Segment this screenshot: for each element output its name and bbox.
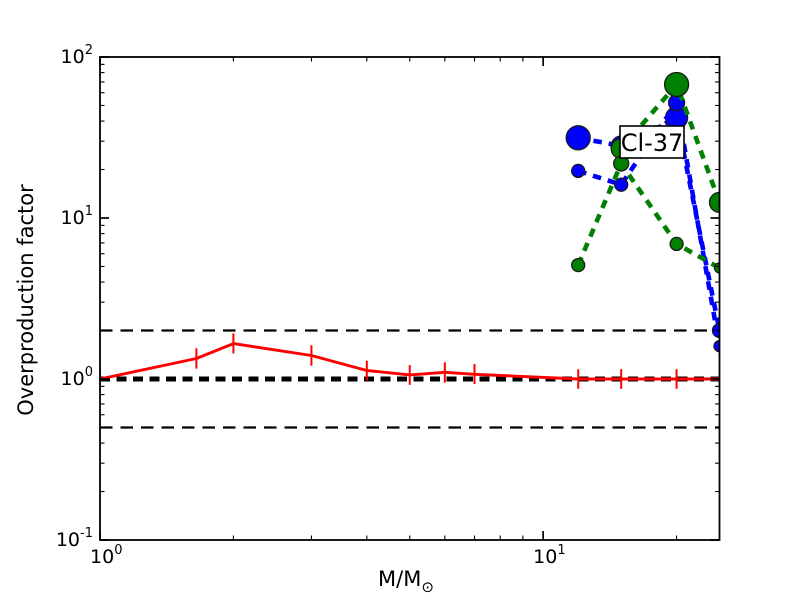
- data-point-marker: [571, 163, 586, 179]
- y-tick-label: 101: [61, 204, 93, 229]
- annotation-box: Cl-37: [619, 125, 685, 159]
- x-tick-label: 100: [90, 543, 122, 568]
- annotation-frame: [619, 125, 685, 159]
- annotation-label: Cl-37: [621, 129, 684, 157]
- data-point-marker: [663, 71, 690, 98]
- data-point-marker: [669, 236, 684, 252]
- x-axis-label: M/M⊙: [378, 567, 434, 596]
- sun-symbol-subscript: ⊙: [421, 578, 434, 596]
- series-line: [576, 161, 720, 270]
- green-dashed-small-markers-series: [571, 155, 720, 274]
- series-line: [577, 115, 720, 331]
- series-line: [100, 342, 720, 381]
- y-tick-label: 102: [61, 43, 93, 68]
- data-point-marker: [614, 177, 629, 192]
- y-axis-label: Overproduction factor: [14, 184, 38, 416]
- data-point-marker: [571, 257, 586, 273]
- y-tick-label: 100: [61, 365, 93, 390]
- x-tick-label: 101: [533, 543, 565, 568]
- red-solid-errorbar-line-series: [100, 333, 720, 389]
- data-point-marker: [565, 125, 591, 151]
- y-tick-label: 10-1: [56, 526, 93, 551]
